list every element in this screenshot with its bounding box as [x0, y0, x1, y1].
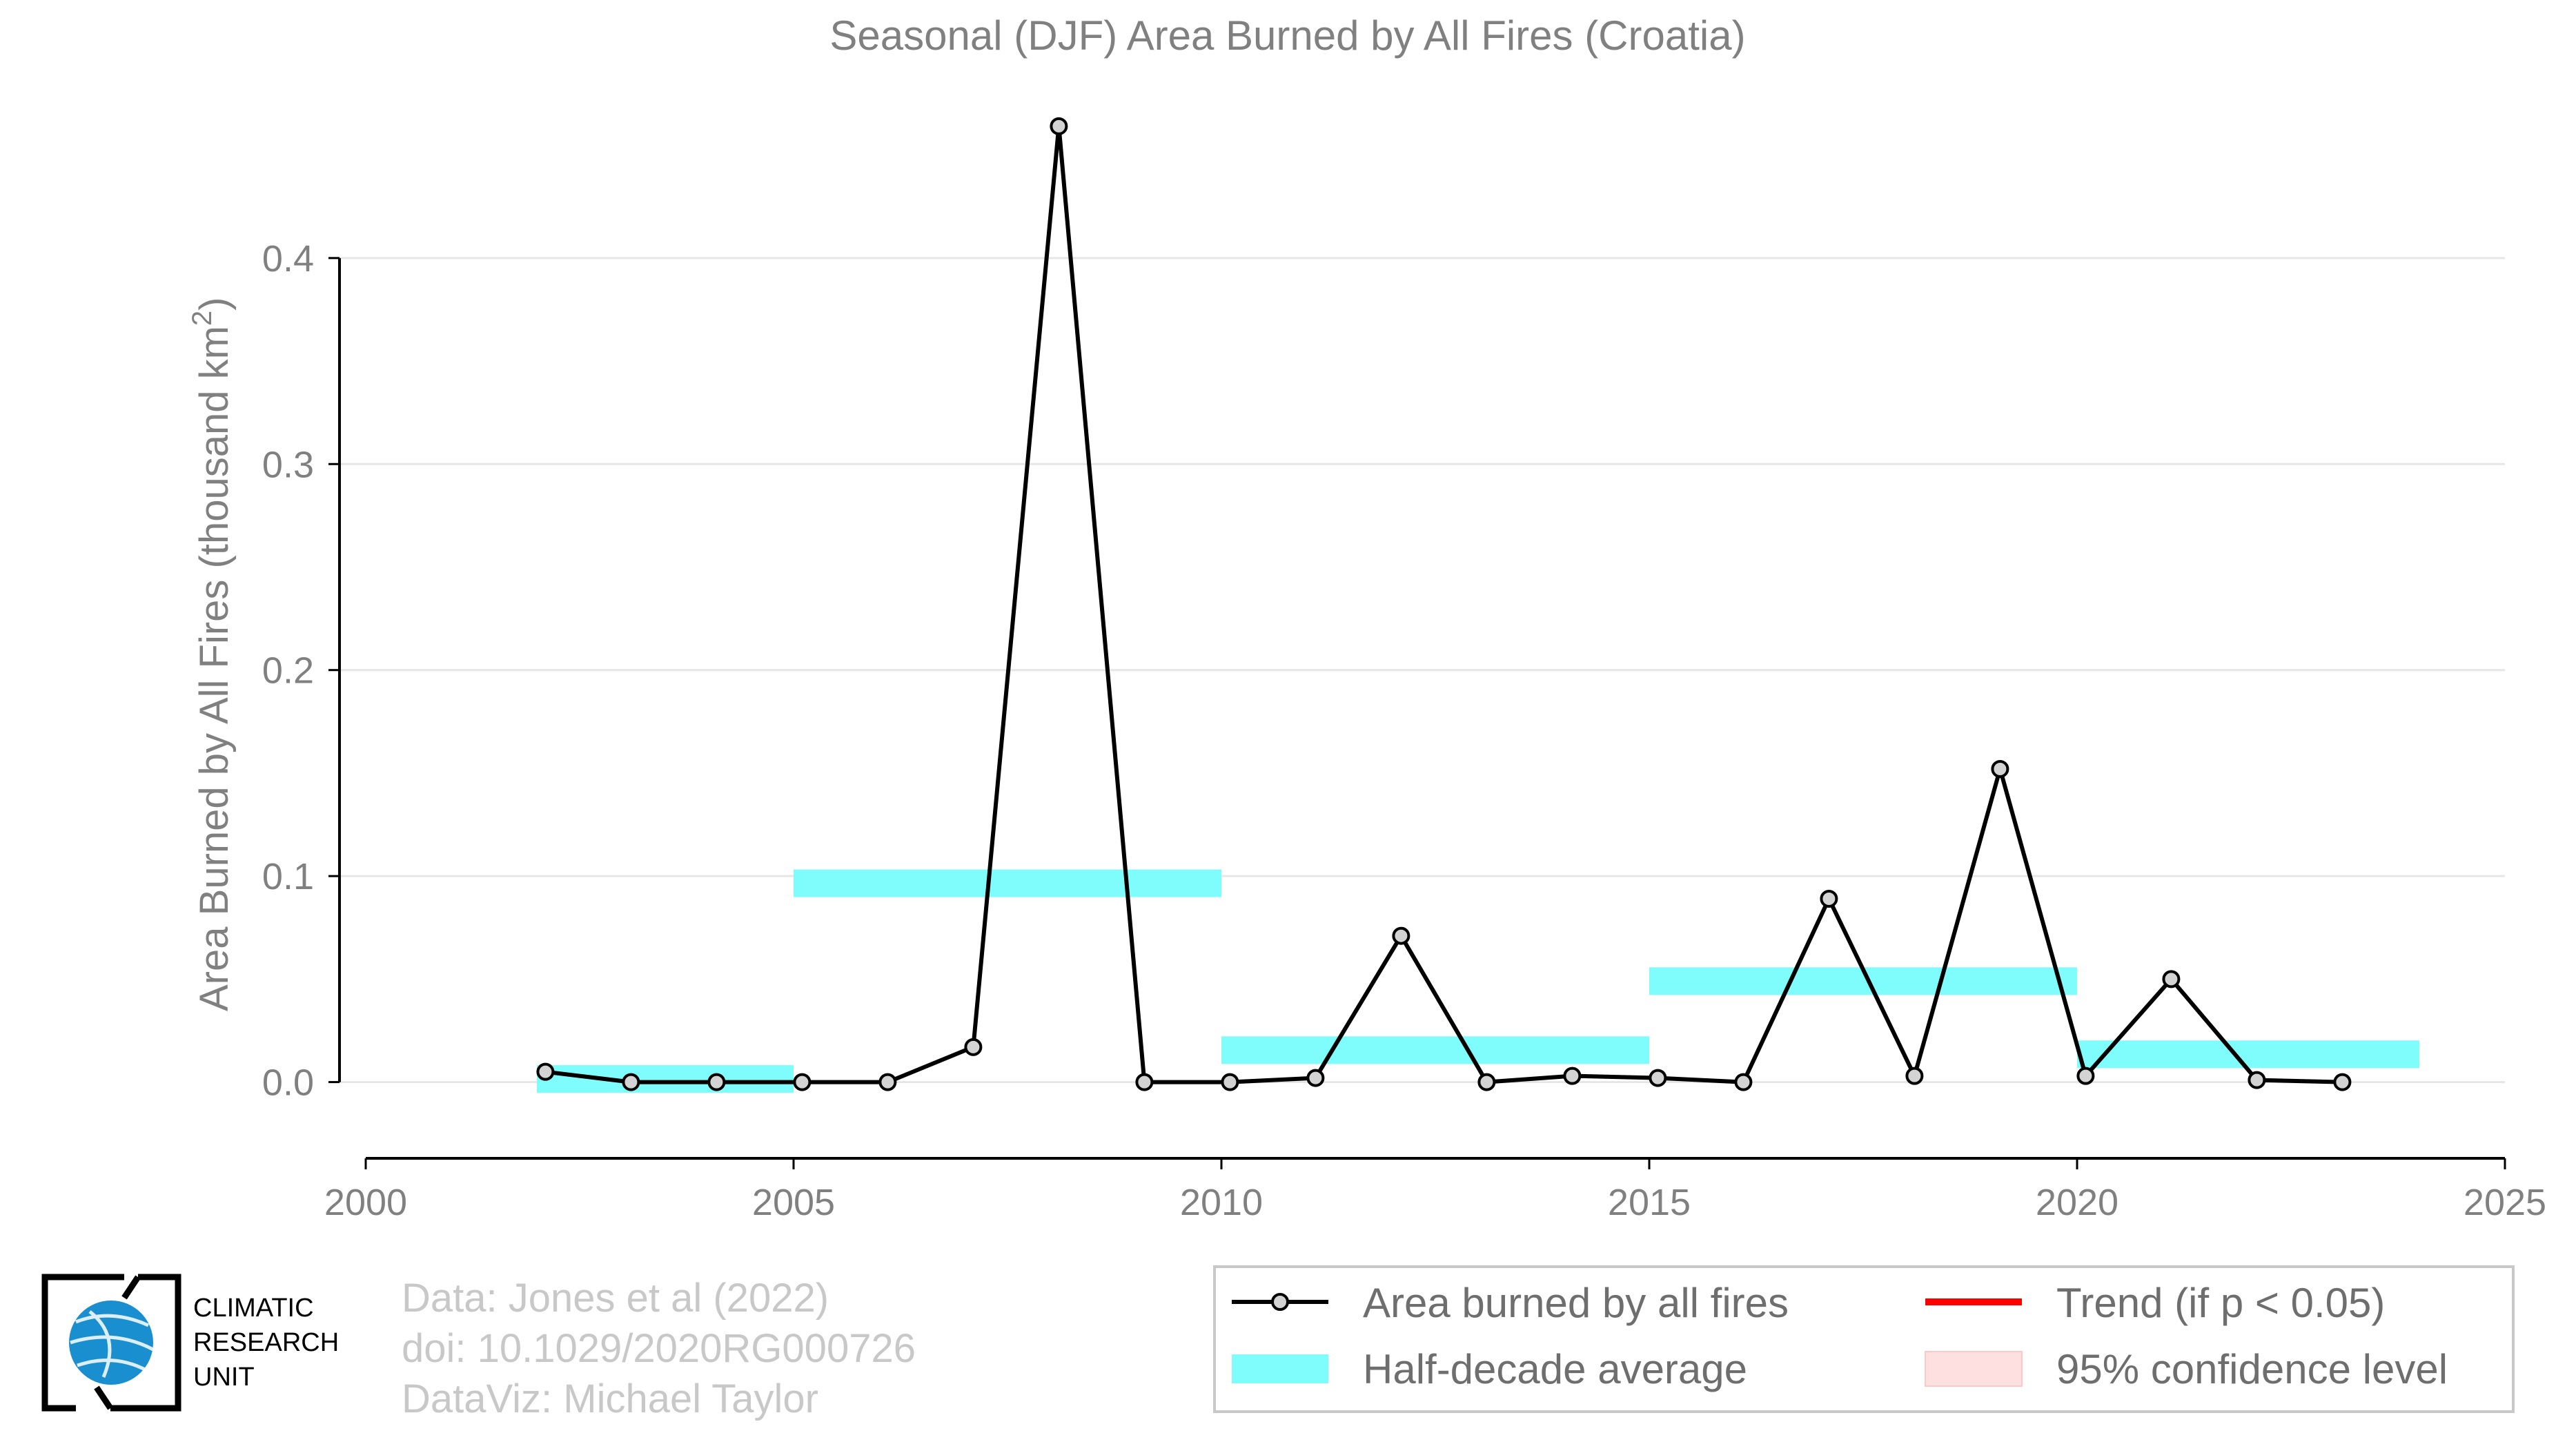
data-point [793, 1073, 812, 1091]
y-axis-label-superscript: 2 [187, 311, 217, 326]
chart-title: Seasonal (DJF) Area Burned by All Fires … [829, 12, 1745, 59]
data-point [1135, 1073, 1154, 1091]
series-line-area-burned [545, 124, 2343, 1084]
half-decade-band [1221, 1036, 1649, 1064]
y-axis-label: Area Burned by All Fires (thousand km2) [187, 298, 237, 1012]
y-tick-label: 0.3 [262, 444, 314, 485]
series-area-burned [536, 117, 2352, 1091]
data-point [2162, 970, 2181, 989]
data-credits: Data: Jones et al (2022) doi: 10.1029/20… [402, 1276, 916, 1421]
logo-text-climatic: CLIMATIC [193, 1294, 314, 1323]
credit-dataviz: DataViz: Michael Taylor [402, 1376, 818, 1421]
half-decade-bands [537, 869, 2419, 1093]
data-point [536, 1062, 555, 1081]
y-tick-label: 0.1 [262, 856, 314, 897]
logo-bracket-frame [41, 1274, 181, 1412]
data-point [1734, 1073, 1753, 1091]
legend-marker-area-burned [1271, 1293, 1289, 1311]
logo-text-unit: UNIT [193, 1363, 255, 1392]
legend-label-area-burned: Area burned by all fires [1363, 1280, 1789, 1326]
legend-label-trend: Trend (if p < 0.05) [2056, 1280, 2385, 1326]
legend-frame [1213, 1265, 2515, 1413]
x-tick-label: 2025 [2464, 1182, 2546, 1223]
x-tick-label: 2005 [752, 1182, 835, 1223]
credit-data-source: Data: Jones et al (2022) [402, 1276, 829, 1321]
x-tick-label: 2010 [1180, 1182, 1263, 1223]
globe-swirl-lines [70, 1310, 155, 1378]
half-decade-band [537, 1065, 794, 1093]
data-point [1392, 926, 1410, 945]
data-point [1820, 889, 1838, 908]
legend-label-confidence: 95% confidence level [2056, 1346, 2448, 1392]
data-point [1050, 117, 1068, 135]
legend-swatch-confidence [1925, 1351, 2023, 1387]
data-point [1649, 1069, 1667, 1087]
data-point [1991, 759, 2009, 778]
y-tick-label: 0.4 [262, 238, 314, 280]
x-tick-label: 2015 [1608, 1182, 1691, 1223]
legend: Area burned by all fires Trend (if p < 0… [1213, 1265, 2515, 1413]
grid-lines [340, 257, 2505, 1084]
y-tick-label: 0.0 [262, 1062, 314, 1104]
credit-doi: doi: 10.1029/2020RG000726 [402, 1326, 916, 1371]
data-point [1477, 1073, 1496, 1091]
logo-bracket-slash-bottom [94, 1385, 113, 1410]
y-axis-label-main: Area Burned by All Fires (thousand km [192, 326, 237, 1011]
data-point [878, 1073, 897, 1091]
data-point [1306, 1069, 1325, 1087]
data-point [2333, 1073, 2352, 1091]
logo-text-research: RESEARCH [193, 1328, 339, 1357]
data-point [1563, 1067, 1582, 1085]
x-tick-label: 2020 [2036, 1182, 2118, 1223]
y-tick-label: 0.2 [262, 650, 314, 692]
half-decade-band [794, 869, 1221, 897]
data-point [2248, 1071, 2266, 1089]
data-point [2076, 1067, 2095, 1085]
legend-swatch-half-decade [1232, 1354, 1328, 1383]
data-point [1221, 1073, 1239, 1091]
logo-bracket-slash-top [121, 1275, 141, 1300]
y-axis-label-suffix: ) [192, 298, 237, 311]
legend-label-half-decade: Half-decade average [1363, 1346, 1747, 1392]
data-point [622, 1073, 640, 1091]
axes: 0.0 0.1 0.2 0.3 0.4 2000 2005 2010 2015 2020 2025 [262, 238, 2546, 1223]
data-point [1905, 1067, 1924, 1085]
x-tick-label: 2000 [324, 1182, 407, 1223]
data-point [964, 1038, 983, 1056]
cru-logo: CLIMATIC RESEARCH UNIT [41, 1274, 339, 1412]
half-decade-band [2077, 1040, 2419, 1069]
data-point [707, 1073, 726, 1091]
